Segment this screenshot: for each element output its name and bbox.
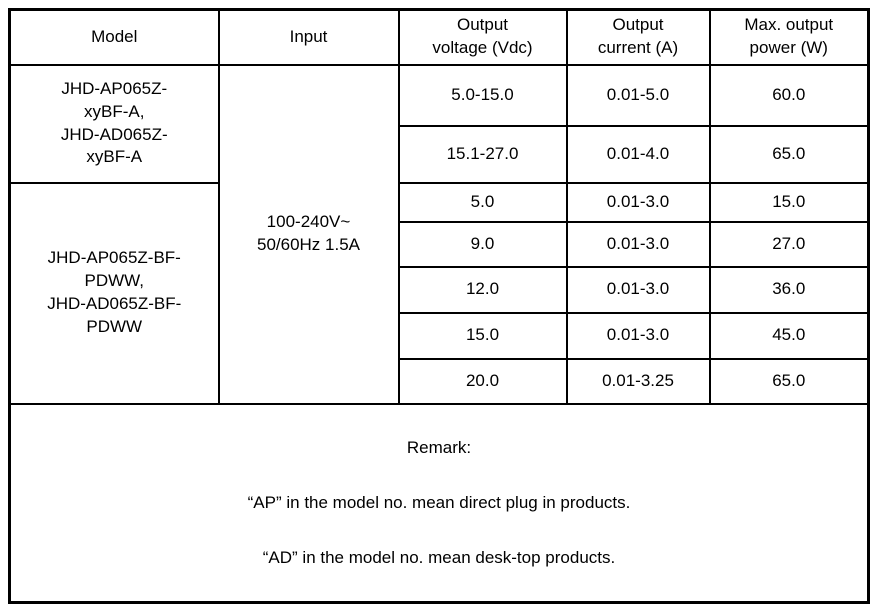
header-output-current: Output current (A)	[565, 8, 711, 66]
remark-row: Remark: “AP” in the model no. mean direc…	[8, 402, 870, 604]
voltage-cell: 5.0	[397, 181, 568, 223]
table-row: 9.0 0.01-3.0 27.0	[10, 220, 870, 268]
model-group-1: JHD-AP065Z- xyBF-A, JHD-AD065Z- xyBF-A	[8, 63, 220, 184]
remark-title: Remark:	[406, 438, 472, 458]
power-cell: 15.0	[708, 181, 870, 223]
voltage-cell: 15.1-27.0	[397, 124, 568, 184]
header-input: Input	[217, 8, 400, 66]
header-max-output-power: Max. output power (W)	[708, 8, 870, 66]
table-row: JHD-AP065Z-BF- PDWW, JHD-AD065Z-BF- PDWW…	[8, 181, 870, 405]
power-cell: 65.0	[708, 124, 870, 184]
table-row: 15.1-27.0 0.01-4.0 65.0	[10, 124, 870, 184]
remark-line: “AP” in the model no. mean direct plug i…	[247, 493, 631, 513]
table-row: 15.0 0.01-3.0 45.0	[10, 311, 870, 360]
voltage-cell: 20.0	[397, 357, 568, 405]
model-group-2: JHD-AP065Z-BF- PDWW, JHD-AD065Z-BF- PDWW	[8, 181, 220, 405]
input-value: 100-240V~ 50/60Hz 1.5A	[217, 63, 400, 405]
power-cell: 65.0	[708, 357, 870, 405]
table-row: JHD-AP065Z- xyBF-A, JHD-AD065Z- xyBF-A 1…	[8, 63, 870, 405]
voltage-cell: 9.0	[397, 220, 568, 268]
header-output-voltage: Output voltage (Vdc)	[397, 8, 568, 66]
current-cell: 0.01-3.25	[565, 357, 711, 405]
current-cell: 0.01-3.0	[565, 181, 711, 223]
voltage-cell: 12.0	[397, 265, 568, 314]
current-cell: 0.01-5.0	[565, 63, 711, 127]
remark-line: “AD” in the model no. mean desk-top prod…	[262, 548, 616, 568]
power-spec-table: Model Input Output voltage (Vdc) Output …	[8, 8, 870, 604]
power-cell: 36.0	[708, 265, 870, 314]
power-cell: 45.0	[708, 311, 870, 360]
current-cell: 0.01-3.0	[565, 311, 711, 360]
remark-cell: Remark: “AP” in the model no. mean direc…	[8, 402, 870, 604]
voltage-cell: 15.0	[397, 311, 568, 360]
header-model: Model	[8, 8, 220, 66]
power-cell: 27.0	[708, 220, 870, 268]
power-cell: 60.0	[708, 63, 870, 127]
current-cell: 0.01-3.0	[565, 265, 711, 314]
header-row: Model Input Output voltage (Vdc) Output …	[8, 8, 870, 66]
current-cell: 0.01-3.0	[565, 220, 711, 268]
table-row: 12.0 0.01-3.0 36.0	[10, 265, 870, 314]
voltage-cell: 5.0-15.0	[397, 63, 568, 127]
table-row: 20.0 0.01-3.25 65.0	[10, 357, 870, 405]
current-cell: 0.01-4.0	[565, 124, 711, 184]
